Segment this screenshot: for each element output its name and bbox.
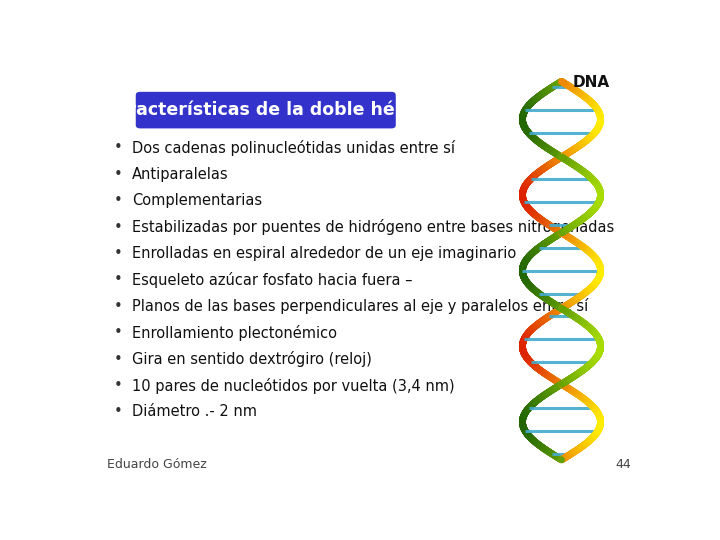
Text: •: • <box>114 352 122 367</box>
Text: •: • <box>114 404 122 420</box>
Text: •: • <box>114 140 122 156</box>
Text: •: • <box>114 167 122 182</box>
FancyBboxPatch shape <box>136 92 396 129</box>
Text: •: • <box>114 193 122 208</box>
Text: Esqueleto azúcar fosfato hacia fuera –: Esqueleto azúcar fosfato hacia fuera – <box>132 272 413 288</box>
Text: •: • <box>114 220 122 235</box>
Text: Enrollamiento plectonémico: Enrollamiento plectonémico <box>132 325 337 341</box>
Text: Estabilizadas por puentes de hidrógeno entre bases nitrogenadas: Estabilizadas por puentes de hidrógeno e… <box>132 219 614 235</box>
Text: DNA: DNA <box>572 75 610 90</box>
Text: Diámetro .- 2 nm: Diámetro .- 2 nm <box>132 404 257 420</box>
Text: •: • <box>114 378 122 393</box>
Text: 44: 44 <box>616 458 631 471</box>
Text: Eduardo Gómez: Eduardo Gómez <box>107 458 207 471</box>
Text: Características de la doble hélice: Características de la doble hélice <box>103 101 428 119</box>
Text: •: • <box>114 325 122 340</box>
Text: •: • <box>114 246 122 261</box>
Text: Planos de las bases perpendiculares al eje y paralelos entre sí: Planos de las bases perpendiculares al e… <box>132 299 588 314</box>
Text: Antiparalelas: Antiparalelas <box>132 167 228 182</box>
Text: Dos cadenas polinucleótidas unidas entre sí: Dos cadenas polinucleótidas unidas entre… <box>132 140 455 156</box>
Text: Gira en sentido dextrógiro (reloj): Gira en sentido dextrógiro (reloj) <box>132 351 372 367</box>
Text: Enrolladas en espiral alrededor de un eje imaginario: Enrolladas en espiral alrededor de un ej… <box>132 246 516 261</box>
Text: •: • <box>114 273 122 287</box>
Text: 10 pares de nucleótidos por vuelta (3,4 nm): 10 pares de nucleótidos por vuelta (3,4 … <box>132 377 454 394</box>
Text: Complementarias: Complementarias <box>132 193 262 208</box>
Text: •: • <box>114 299 122 314</box>
